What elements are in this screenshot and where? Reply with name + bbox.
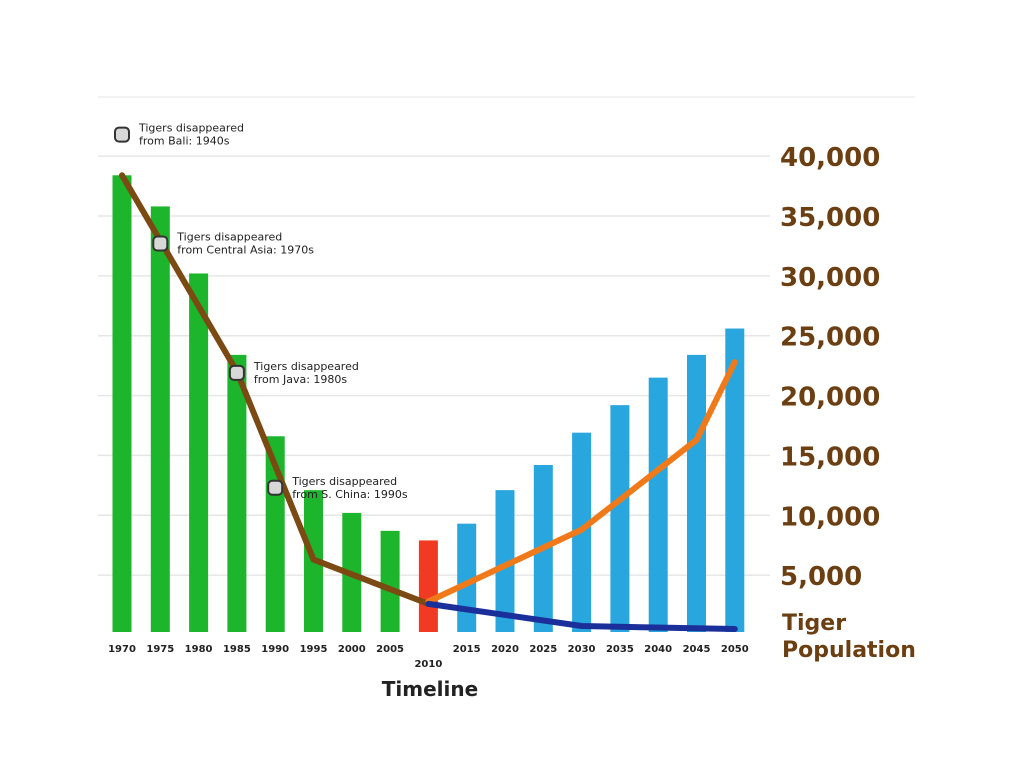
series-lines xyxy=(119,172,738,633)
x-axis-label: Timeline xyxy=(382,677,478,701)
bars xyxy=(112,175,745,632)
y-tick-label: 30,000 xyxy=(780,263,880,293)
y-tick-label: 5,000 xyxy=(780,562,862,592)
bar-1975 xyxy=(150,206,170,632)
bar-2020 xyxy=(495,490,515,632)
gridlines xyxy=(98,96,915,576)
x-tick-label: 2020 xyxy=(491,644,519,655)
bar-2045 xyxy=(687,354,706,632)
bar-2010 xyxy=(418,540,438,632)
bar-1985 xyxy=(227,354,247,632)
annotation-text: from Central Asia: 1970s xyxy=(177,244,314,257)
x-tick-label: 1980 xyxy=(185,644,213,655)
annotation-text: from S. China: 1990s xyxy=(292,488,408,501)
x-tick-label: 1970 xyxy=(108,644,136,655)
x-tick-label: 2005 xyxy=(376,644,404,655)
annotation-text: from Java: 1980s xyxy=(254,373,348,386)
y-tick-label: 20,000 xyxy=(780,383,880,413)
y-tick-label: 15,000 xyxy=(780,442,880,472)
x-ticks: 1970 1975 1980 1985 1990 1995 2000 2005 2010 2015… xyxy=(108,644,749,670)
series-line-historical-decline xyxy=(119,172,432,607)
bar-1970 xyxy=(112,175,132,632)
x-tick-label: 1990 xyxy=(261,644,289,655)
y-tick-label: 35,000 xyxy=(780,203,880,233)
x-tick-label: 2045 xyxy=(683,644,711,655)
x-tick-label: 2035 xyxy=(606,644,634,655)
x-tick-label: 2000 xyxy=(338,644,366,655)
annotation-text: Tigers disappeared xyxy=(253,360,359,373)
y-axis-label-line2: Population xyxy=(782,638,916,663)
x-tick-label: 1975 xyxy=(146,644,174,655)
annotation-marker xyxy=(267,479,284,496)
bar-2050 xyxy=(725,328,745,632)
y-tick-label: 10,000 xyxy=(780,502,880,532)
bar-2040 xyxy=(648,377,668,632)
x-tick-label: 2050 xyxy=(721,644,749,655)
x-tick-label: 2040 xyxy=(644,644,672,655)
x-tick-label: 2010 xyxy=(414,659,442,670)
y-tick-label: 40,000 xyxy=(780,143,880,173)
x-tick-label: 1985 xyxy=(223,644,251,655)
bar-1980 xyxy=(189,273,209,632)
y-tick-label: 25,000 xyxy=(780,323,880,353)
annotation-marker xyxy=(114,126,130,143)
x-tick-label: 2015 xyxy=(453,644,481,655)
x-tick-label: 2030 xyxy=(568,644,596,655)
x-tick-label: 2025 xyxy=(529,644,557,655)
annotation-marker xyxy=(152,235,169,252)
annotation-text: Tigers disappeared xyxy=(176,231,282,244)
annotation-text: Tigers disappeared xyxy=(138,122,244,135)
bar-2005 xyxy=(380,530,400,632)
x-tick-label: 1995 xyxy=(300,644,328,655)
bar-2035 xyxy=(610,405,630,632)
series-line-decline-projection xyxy=(425,600,738,633)
series-line-recovery-projection xyxy=(425,359,738,605)
y-ticks: 5,000 10,000 15,000 20,000 25,000 30,000 35,00… xyxy=(780,143,880,592)
annotation-text: from Bali: 1940s xyxy=(139,135,230,148)
annotation-marker xyxy=(228,364,245,381)
bar-2015 xyxy=(457,523,477,632)
annotation-text: Tigers disappeared xyxy=(291,475,397,488)
y-axis-label-line1: Tiger xyxy=(782,611,846,636)
